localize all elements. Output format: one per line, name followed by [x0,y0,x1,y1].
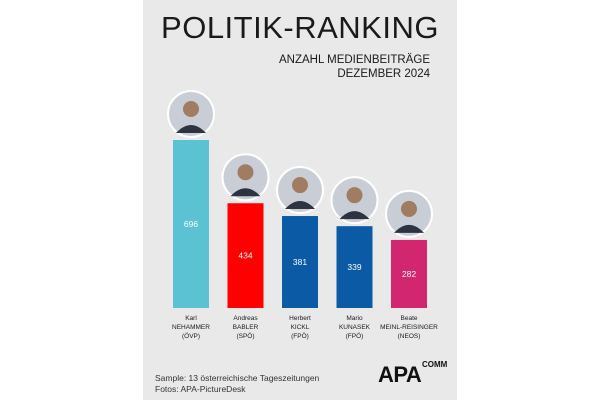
portrait-suit-2 [285,201,315,210]
category-label-4-2: (NEOS) [398,333,421,340]
category-label-1-2: (SPÖ) [236,332,254,340]
chart-title: POLITIK-RANKING [161,10,439,45]
bar-1 [227,203,264,308]
category-label-2-0: Herbert [289,315,311,322]
portrait-suit-1 [230,188,261,197]
category-label-0-2: (ÖVP) [182,332,200,340]
portrait-face-3 [346,187,363,204]
category-label-0-1: NEHAMMER [172,324,210,331]
bar-value-label-4: 282 [402,269,416,279]
category-label-3-2: (FPÖ) [346,332,364,340]
bar-value-label-2: 381 [293,257,307,267]
apa-logo-comm: COMM [422,360,448,369]
apa-logo: APA [378,362,422,387]
portrait-suit-4 [394,224,424,233]
category-label-4-1: MEINL-REISINGER [380,324,438,331]
footer-sample: Sample: 13 österreichische Tageszeitunge… [155,373,320,383]
chart-subtitle-line-1: ANZAHL MEDIENBEITRÄGE [278,54,430,66]
bar-0 [173,140,209,308]
category-label-1-0: Andreas [233,315,258,322]
category-label-4-0: Beate [401,315,418,322]
category-label-0-0: Karl [185,315,197,322]
bar-value-label-1: 434 [238,251,252,261]
chart-subtitle-line-2: DEZEMBER 2024 [337,68,430,80]
bar-4 [391,239,427,308]
bar-value-label-3: 339 [347,262,361,272]
bar-2 [282,216,318,308]
category-label-1-1: BABLER [233,324,259,331]
portrait-suit-3 [339,211,370,220]
portrait-face-4 [401,200,417,217]
footer-photos: Fotos: APA-PictureDesk [155,384,246,394]
portrait-face-0 [183,101,199,117]
portrait-face-1 [237,164,254,181]
bar-3 [336,226,373,308]
category-label-3-1: KUNASEK [339,324,371,331]
category-label-2-1: KICKL [291,324,310,331]
portrait-face-2 [292,177,308,194]
bar-value-label-0: 696 [184,219,198,229]
portrait-suit-0 [176,125,206,133]
category-label-2-2: (FPÖ) [291,332,309,340]
category-label-3-0: Mario [346,315,363,322]
